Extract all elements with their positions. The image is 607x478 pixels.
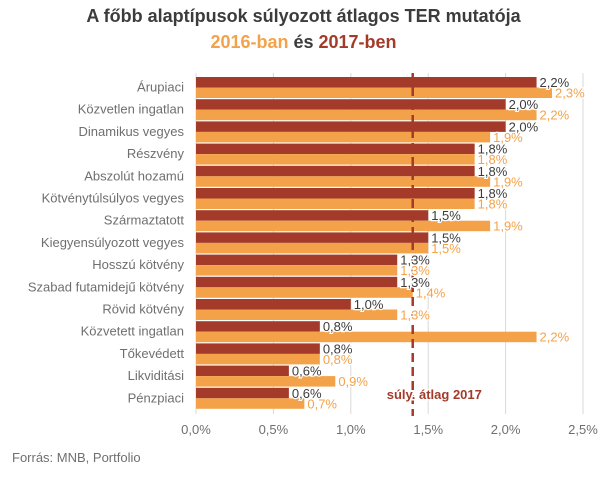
subtitle-2016: 2016-ban [210, 32, 289, 52]
bar-2016 [196, 188, 475, 199]
bar-2016 [196, 121, 506, 132]
x-tick-label: 1,5% [413, 422, 443, 437]
data-label-2016: 1,0% [354, 297, 384, 312]
category-label: Származtatott [104, 213, 185, 228]
data-label-2016: 1,3% [400, 253, 430, 268]
source-note: Forrás: MNB, Portfolio [12, 450, 141, 465]
data-label-2017: 1,3% [400, 308, 430, 323]
bar-2017 [196, 176, 491, 187]
data-label-2017: 0,7% [307, 396, 337, 411]
x-tick-label: 0,5% [259, 422, 289, 437]
data-label-2017: 1,8% [478, 197, 508, 212]
data-label-2016: 1,8% [478, 142, 508, 157]
data-label-2016: 2,2% [540, 75, 570, 90]
average-line-label: súly. átlag 2017 [387, 387, 482, 402]
data-label-2016: 0,8% [323, 341, 353, 356]
data-label-2017: 1,9% [493, 130, 523, 145]
category-label: Kötvénytúlsúlyos vegyes [42, 191, 185, 206]
bar-2017 [196, 220, 491, 232]
data-label-2016: 1,8% [478, 186, 508, 201]
bar-2016 [196, 165, 475, 177]
data-label-2017: 1,3% [400, 263, 430, 278]
category-label: Rövid kötvény [102, 302, 184, 317]
bar-2016 [196, 387, 289, 399]
bar-2017 [196, 331, 537, 343]
data-label-2016: 1,5% [431, 208, 461, 223]
data-label-2017: 0,8% [323, 352, 353, 367]
category-label: Tőkevédett [120, 346, 185, 361]
bar-2017 [196, 87, 553, 98]
subtitle-connector: és [288, 32, 319, 52]
category-label: Dinamikus vegyes [79, 124, 185, 139]
bar-2017 [196, 309, 398, 320]
bar-2017 [196, 398, 305, 409]
bar-2017 [196, 198, 475, 209]
data-label-2017: 1,9% [493, 219, 523, 234]
bar-2016 [196, 210, 429, 221]
data-label-2017: 1,5% [431, 241, 461, 256]
bar-2016 [196, 321, 320, 332]
data-label-2016: 2,0% [509, 119, 539, 134]
data-label-2016: 2,0% [509, 97, 539, 112]
bar-2017 [196, 287, 413, 298]
chart-subtitle: 2016-ban és 2017-ben [0, 32, 607, 53]
data-label-2016: 1,5% [431, 230, 461, 245]
data-label-2017: 2,2% [540, 330, 570, 345]
chart-title: A főbb alaptípusok súlyozott átlagos TER… [86, 6, 521, 26]
bar-2016 [196, 254, 398, 266]
data-label-2016: 0,8% [323, 319, 353, 334]
category-label: Kiegyensúlyozott vegyes [41, 235, 185, 250]
bar-2016 [196, 99, 506, 110]
bar-2017 [196, 131, 491, 143]
category-label: Közvetlen ingatlan [78, 102, 184, 117]
bar-2017 [196, 265, 398, 276]
category-label: Árupiaci [137, 80, 184, 95]
data-label-2017: 1,4% [416, 285, 446, 300]
bar-2017 [196, 376, 336, 387]
bar-2016 [196, 143, 475, 155]
data-label-2016: 1,3% [400, 275, 430, 290]
bar-2016 [196, 299, 351, 310]
bar-2016 [196, 77, 537, 88]
data-label-2017: 2,2% [540, 108, 570, 123]
bar-2016 [196, 365, 289, 377]
data-label-2016: 0,6% [292, 364, 322, 379]
bar-2016 [196, 232, 429, 243]
bar-2017 [196, 242, 429, 254]
category-label: Hosszú kötvény [92, 257, 184, 272]
x-tick-label: 2,5% [568, 422, 598, 437]
data-label-2016: 0,6% [292, 386, 322, 401]
data-label-2016: 1,8% [478, 164, 508, 179]
x-tick-label: 1,0% [336, 422, 366, 437]
category-label: Abszolút hozamú [84, 168, 184, 183]
data-label-2017: 0,9% [338, 374, 368, 389]
bar-2016 [196, 276, 398, 288]
category-label: Likviditási [128, 368, 184, 383]
bar-2017 [196, 154, 475, 165]
data-label-2017: 1,9% [493, 174, 523, 189]
x-tick-label: 0,0% [181, 422, 211, 437]
category-label: Pénzpiaci [128, 390, 184, 405]
data-label-2017: 2,3% [555, 86, 585, 101]
bar-2017 [196, 353, 320, 365]
subtitle-2017: 2017-ben [318, 32, 397, 52]
bar-2017 [196, 109, 537, 121]
data-label-2017: 1,8% [478, 152, 508, 167]
bar-2016 [196, 343, 320, 354]
category-label: Közvetett ingatlan [81, 324, 184, 339]
category-label: Részvény [127, 146, 185, 161]
category-label: Szabad futamidejű kötvény [28, 279, 185, 294]
x-tick-label: 2,0% [491, 422, 521, 437]
